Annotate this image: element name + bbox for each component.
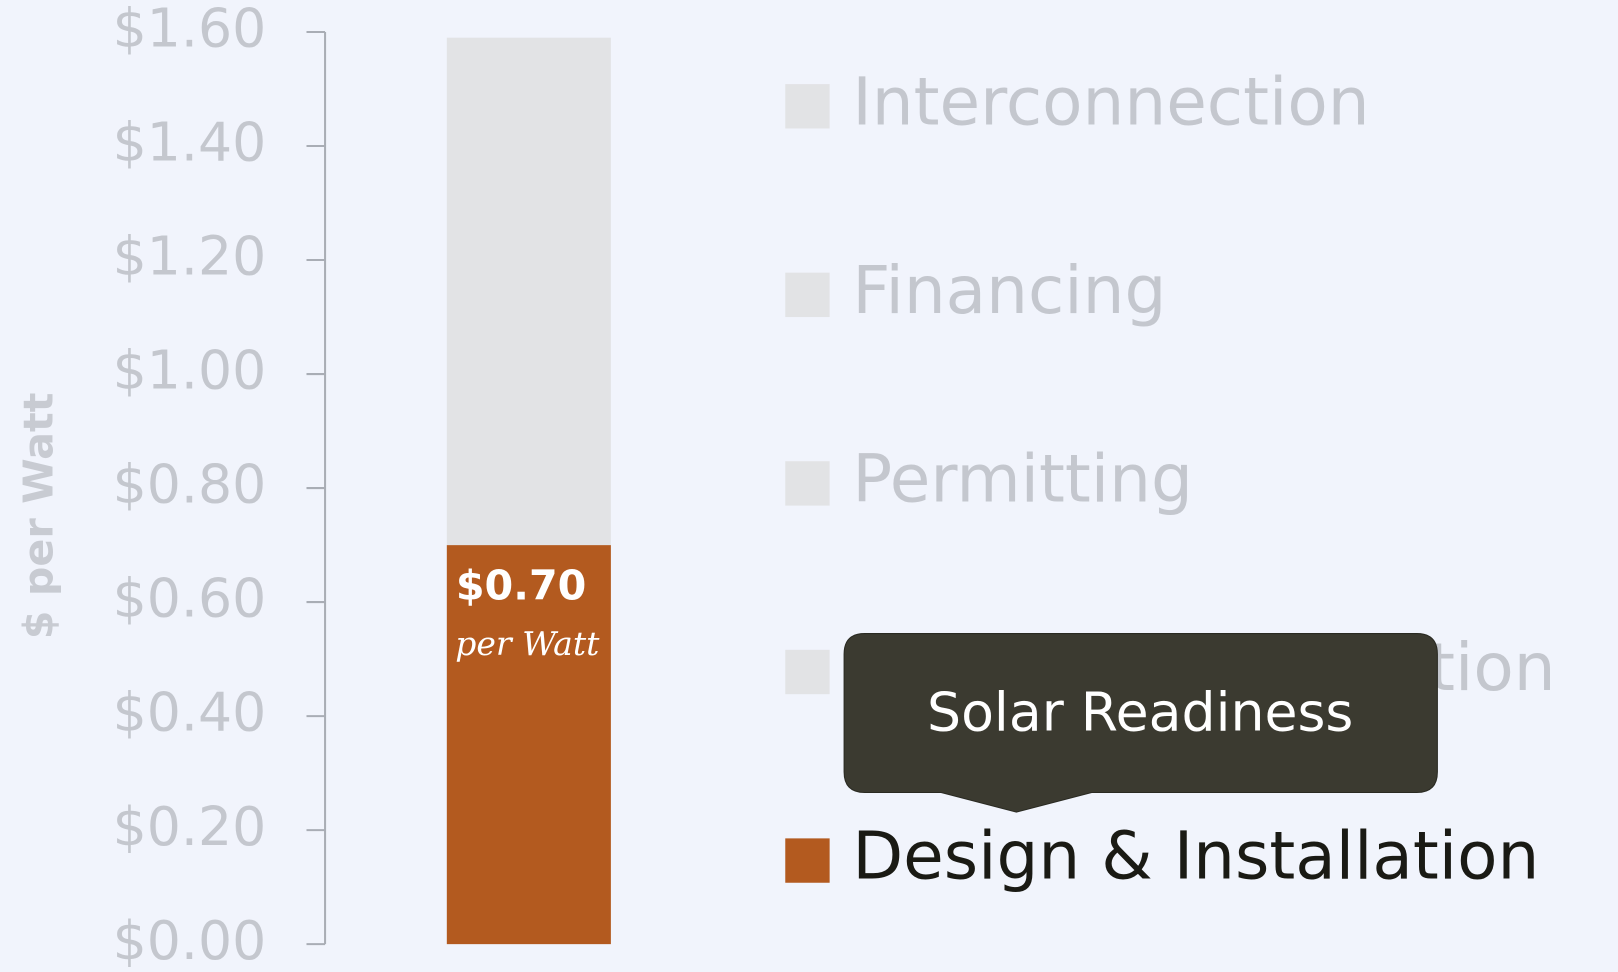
y-tick-label: $1.20 — [113, 225, 267, 288]
legend-swatch[interactable] — [785, 838, 830, 883]
legend-label[interactable]: Financing — [852, 252, 1166, 329]
y-axis-label: $ per Watt — [14, 393, 62, 640]
y-tick-label: $1.60 — [113, 0, 267, 60]
y-tick-label: $1.40 — [113, 111, 267, 174]
tooltip-box — [843, 633, 1438, 813]
legend-swatch[interactable] — [785, 461, 830, 506]
legend-label[interactable]: Interconnection — [852, 63, 1369, 140]
legend-swatch[interactable] — [785, 272, 830, 318]
bar-segment — [446, 545, 611, 945]
legend-swatch[interactable] — [785, 649, 830, 695]
bar-segment — [446, 37, 611, 546]
legend-label[interactable]: Design & Installation — [852, 818, 1539, 895]
y-tick-label: $0.40 — [113, 681, 267, 744]
value-label: $0.70 — [456, 561, 587, 609]
value-sublabel: per Watt — [455, 624, 600, 663]
y-tick-label: $0.00 — [113, 909, 267, 972]
y-tick-label: $0.80 — [113, 453, 267, 516]
tooltip-text: Solar Readiness — [927, 681, 1353, 744]
y-tick-label: $0.20 — [113, 795, 267, 858]
y-tick-label: $1.00 — [113, 339, 267, 402]
legend-swatch[interactable] — [785, 84, 830, 129]
y-tick-label: $0.60 — [113, 567, 267, 630]
legend-label[interactable]: Permitting — [852, 440, 1193, 517]
